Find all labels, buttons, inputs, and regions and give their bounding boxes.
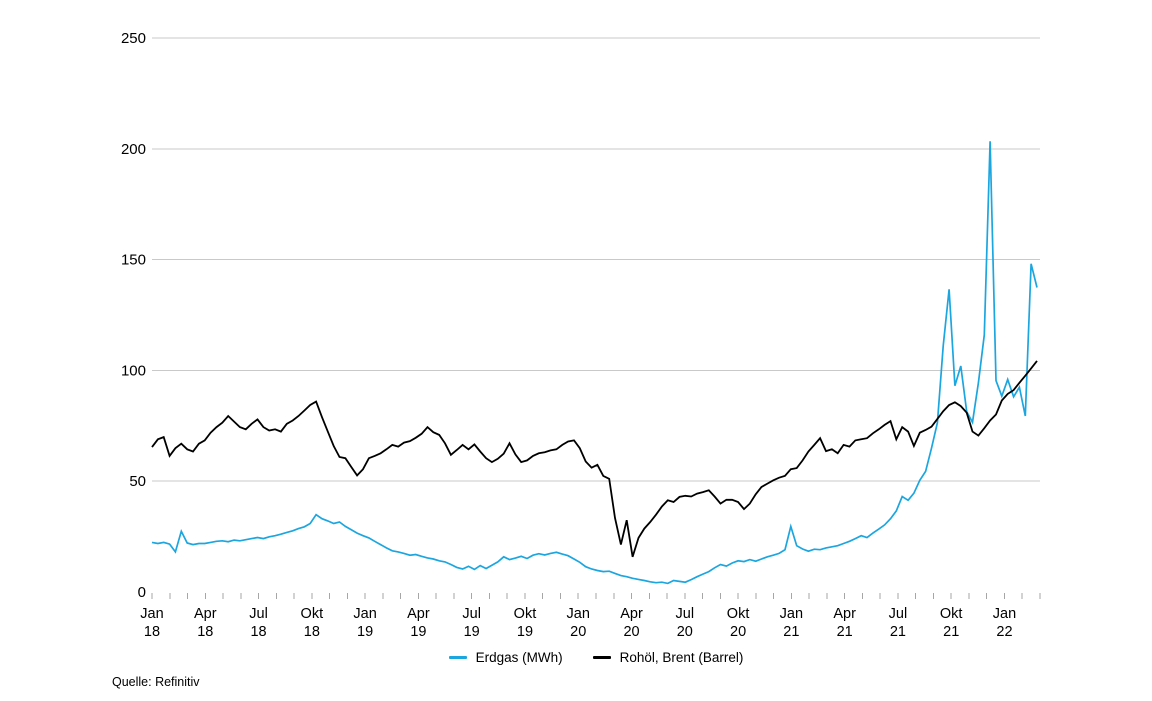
x-tick-label-year: 18	[197, 624, 213, 640]
series-line-brent	[151, 360, 1038, 558]
y-tick-label: 0	[138, 584, 146, 601]
x-tick-label-year: 21	[890, 624, 906, 640]
x-tick-label-month: Jul	[249, 606, 268, 622]
gridlines	[152, 37, 1040, 482]
y-tick-label: 250	[121, 30, 146, 47]
y-tick-label: 50	[129, 473, 146, 490]
source-note: Quelle: Refinitiv	[112, 675, 200, 689]
x-tick-label-month: Apr	[833, 606, 856, 622]
y-tick-label: 150	[121, 252, 146, 269]
x-tick-label-month: Okt	[301, 606, 324, 622]
x-tick-label-month: Jan	[780, 606, 803, 622]
x-tick-label-year: 21	[943, 624, 959, 640]
x-tick-label-year: 21	[783, 624, 799, 640]
legend-label-erdgas: Erdgas (MWh)	[475, 650, 563, 665]
x-tick-label-year: 18	[250, 624, 266, 640]
x-tick-label-year: 21	[837, 624, 853, 640]
x-tick-label-year: 20	[570, 624, 586, 640]
y-tick-label: 200	[121, 141, 146, 158]
x-tick-label-month: Apr	[407, 606, 430, 622]
x-axis-ticks	[151, 593, 1041, 599]
x-tick-label-year: 19	[357, 624, 373, 640]
x-tick-label-year: 22	[996, 624, 1012, 640]
legend-item-erdgas: Erdgas (MWh)	[448, 650, 563, 665]
x-tick-label-month: Jul	[462, 606, 481, 622]
x-tick-label-year: 19	[410, 624, 426, 640]
x-tick-label-month: Jul	[889, 606, 908, 622]
x-tick-label-month: Jan	[567, 606, 590, 622]
legend: Erdgas (MWh) Rohöl, Brent (Barrel)	[152, 650, 1040, 665]
x-tick-label-year: 19	[464, 624, 480, 640]
x-tick-label-month: Jul	[676, 606, 695, 622]
brent-line-swatch	[592, 656, 611, 659]
x-tick-label-month: Apr	[620, 606, 643, 622]
erdgas-line-swatch	[448, 656, 467, 659]
y-axis-labels: 0 50 100 150 200 250	[121, 30, 146, 601]
series-lines	[151, 141, 1038, 585]
x-tick-label-month: Okt	[940, 606, 963, 622]
x-tick-label-year: 19	[517, 624, 533, 640]
x-tick-label-year: 20	[677, 624, 693, 640]
x-tick-label-year: 18	[144, 624, 160, 640]
x-tick-label-year: 20	[730, 624, 746, 640]
x-tick-label-month: Jan	[993, 606, 1016, 622]
x-tick-label-month: Apr	[194, 606, 217, 622]
x-tick-label-year: 20	[623, 624, 639, 640]
y-tick-label: 100	[121, 362, 146, 379]
x-axis-labels: Jan 18 Apr 18 Jul 18 Okt 18 Jan 19 Apr 19 Jul 19 Okt 19…	[140, 606, 1016, 640]
x-tick-label-month: Okt	[514, 606, 537, 622]
x-tick-label-year: 18	[304, 624, 320, 640]
series-line-erdgas	[151, 141, 1038, 585]
x-tick-label-month: Jan	[353, 606, 376, 622]
legend-label-brent: Rohöl, Brent (Barrel)	[619, 650, 744, 665]
legend-item-brent: Rohöl, Brent (Barrel)	[592, 650, 744, 665]
x-tick-label-month: Jan	[140, 606, 163, 622]
x-tick-label-month: Okt	[727, 606, 750, 622]
